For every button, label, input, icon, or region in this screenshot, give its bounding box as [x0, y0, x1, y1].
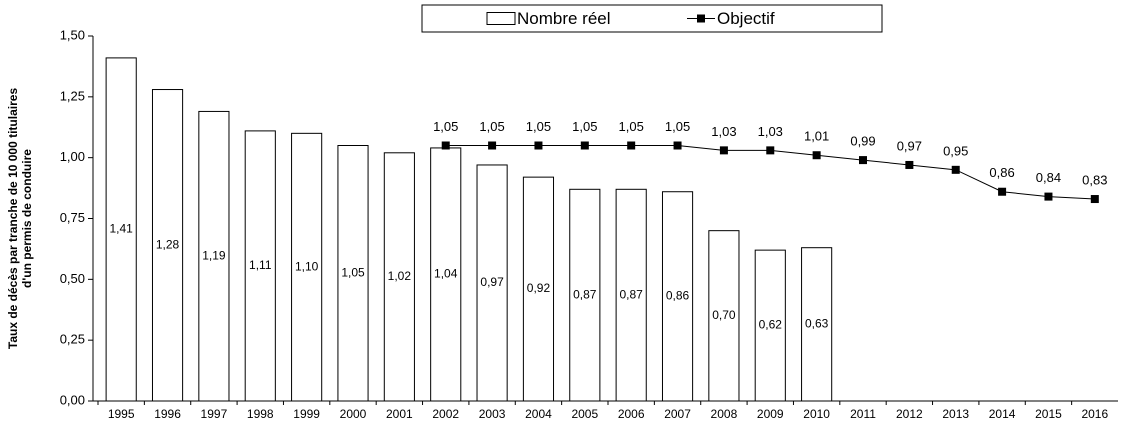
bar-value-label: 1,05 — [341, 265, 365, 279]
bar — [522, 176, 555, 402]
bar — [754, 249, 786, 402]
line-value-label: 1,05 — [619, 119, 644, 134]
bar — [476, 164, 508, 402]
bar-value-label: 0,87 — [573, 287, 597, 301]
line-marker — [766, 146, 775, 155]
bar-value-label: 1,11 — [249, 258, 272, 272]
x-tick-label: 2015 — [1035, 407, 1062, 421]
line-marker — [719, 146, 728, 155]
x-tick-label: 2005 — [571, 407, 598, 421]
bar — [661, 191, 694, 402]
bar-value-label: 1,04 — [434, 267, 458, 281]
bar-value-label: 1,02 — [388, 269, 412, 283]
bar — [430, 147, 462, 402]
bar-value-label: 1,28 — [156, 237, 180, 251]
line-marker — [1044, 192, 1053, 201]
x-tick-label: 1998 — [247, 407, 274, 421]
y-tick-label: 1,25 — [60, 88, 85, 103]
bar — [244, 130, 276, 402]
y-tick-label: 0,25 — [60, 332, 85, 347]
line-marker — [1090, 195, 1099, 204]
legend-label: Nombre réel — [517, 9, 611, 28]
line-value-label: 0,95 — [943, 143, 968, 158]
x-tick-label: 2003 — [479, 407, 506, 421]
y-tick-label: 1,50 — [60, 27, 85, 42]
x-tick-label: 2009 — [757, 407, 784, 421]
x-tick-label: 2008 — [711, 407, 738, 421]
line-value-label: 1,05 — [572, 119, 597, 134]
y-tick-label: 1,00 — [60, 149, 85, 164]
bar — [337, 145, 369, 402]
legend-label: Objectif — [717, 9, 775, 28]
bar — [198, 110, 230, 402]
bar-value-label: 0,97 — [480, 275, 504, 289]
y-axis-label: d'un permis de conduire — [20, 149, 34, 288]
x-tick-label: 2012 — [896, 407, 923, 421]
legend-swatch — [486, 12, 516, 25]
line-marker — [580, 141, 589, 150]
bar-value-label: 0,62 — [759, 318, 783, 332]
x-tick-label: 2002 — [432, 407, 459, 421]
y-tick-label: 0,75 — [60, 210, 85, 225]
bar — [105, 57, 137, 402]
bar-value-label: 0,63 — [805, 317, 829, 331]
x-tick-label: 2007 — [664, 407, 691, 421]
bar-value-label: 0,86 — [666, 289, 690, 303]
x-tick-label: 2011 — [850, 407, 876, 421]
x-tick-label: 1997 — [201, 407, 228, 421]
line-value-label: 1,05 — [526, 119, 551, 134]
x-tick-label: 2010 — [803, 407, 830, 421]
line-marker — [951, 165, 960, 174]
x-tick-label: 2013 — [942, 407, 969, 421]
line-value-label: 1,01 — [804, 129, 829, 144]
line-marker — [488, 141, 497, 150]
x-tick-label: 1999 — [293, 407, 320, 421]
line-value-label: 1,03 — [711, 124, 736, 139]
line-value-label: 0,97 — [897, 138, 922, 153]
bar-value-label: 0,70 — [712, 308, 736, 322]
bar — [151, 89, 184, 402]
bar-value-label: 0,87 — [620, 287, 644, 301]
bar-value-label: 0,92 — [527, 281, 551, 295]
bar-value-label: 1,19 — [202, 248, 226, 262]
legend-marker — [697, 14, 705, 23]
line-value-label: 0,99 — [850, 134, 875, 149]
line-value-label: 1,03 — [758, 124, 783, 139]
line-marker — [859, 156, 867, 165]
line-marker — [627, 141, 636, 150]
bar — [569, 188, 601, 402]
x-tick-label: 2016 — [1081, 407, 1108, 421]
bar — [708, 230, 740, 402]
x-tick-label: 2006 — [618, 407, 645, 421]
bar — [291, 132, 323, 402]
bar — [801, 247, 833, 402]
x-tick-label: 2004 — [525, 407, 552, 421]
line-value-label: 1,05 — [479, 119, 504, 134]
x-tick-label: 1995 — [108, 407, 135, 421]
y-tick-label: 0,50 — [60, 271, 85, 286]
bar — [383, 152, 415, 402]
line-marker — [812, 151, 821, 160]
line-marker — [998, 187, 1007, 196]
line-marker — [905, 160, 914, 169]
bar-value-label: 1,41 — [110, 222, 134, 236]
line-value-label: 0,83 — [1082, 172, 1107, 187]
line-marker — [441, 141, 450, 150]
line-marker — [673, 141, 682, 150]
bar — [615, 188, 647, 402]
line-value-label: 0,84 — [1036, 170, 1061, 185]
y-tick-label: 0,00 — [60, 392, 85, 407]
x-tick-label: 1996 — [154, 407, 181, 421]
line-marker — [534, 141, 543, 150]
line-value-label: 1,05 — [433, 119, 458, 134]
line-value-label: 0,86 — [989, 165, 1014, 180]
x-tick-label: 2000 — [340, 407, 367, 421]
line-value-label: 1,05 — [665, 119, 690, 134]
y-axis-label: Taux de décès par tranche de 10 000 titu… — [6, 88, 20, 350]
bar-value-label: 1,10 — [295, 259, 319, 273]
x-tick-label: 2014 — [989, 407, 1016, 421]
x-tick-label: 2001 — [386, 407, 413, 421]
legend-box — [421, 4, 883, 33]
